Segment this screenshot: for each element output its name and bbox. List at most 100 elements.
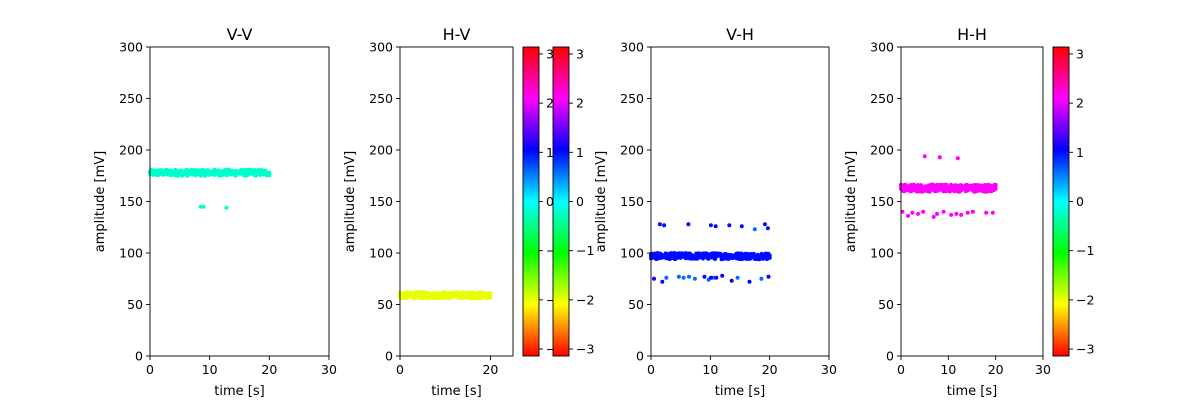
y-tick-label: 300	[620, 40, 644, 55]
x-tick-label: 20	[988, 362, 1004, 377]
subplot-title: V-H	[726, 25, 754, 44]
x-tick-label: 0	[396, 362, 404, 377]
data-point	[959, 212, 964, 217]
y-tick-label: 50	[127, 297, 143, 312]
colorbar-tick-label: −1	[1076, 243, 1094, 258]
data-point	[729, 278, 734, 283]
subplot-title: V-V	[227, 25, 253, 44]
y-axis-label: amplitude [mV]	[93, 151, 108, 253]
axes-frame	[900, 46, 1044, 357]
data-point	[686, 222, 691, 227]
data-point	[949, 212, 954, 217]
data-point	[201, 204, 206, 209]
data-point	[752, 227, 757, 232]
data-point	[916, 211, 920, 216]
data-point	[713, 224, 718, 229]
colorbar-2: 3 2 1 0 −1 −2 −3	[552, 46, 594, 357]
x-tick-label: 10	[940, 362, 956, 377]
x-tick-label: 10	[202, 362, 218, 377]
subplot-v-h: V-H 0 50 100 150 200 250 300 0 10 20 30 time [s] ampl…	[594, 25, 837, 399]
axes-frame	[650, 46, 830, 357]
colorbar-gradient	[553, 47, 569, 356]
colorbar-tick-label: 3	[576, 46, 584, 61]
data-point	[767, 253, 772, 258]
data-point	[762, 222, 767, 227]
data-point	[714, 275, 719, 280]
data-point	[652, 276, 656, 281]
data-point	[766, 274, 771, 279]
data-point	[739, 224, 744, 229]
y-tick-label: 100	[870, 246, 894, 261]
x-tick-label: 0	[647, 362, 655, 377]
y-tick-label: 50	[878, 297, 894, 312]
data-point	[922, 154, 927, 159]
x-tick-label: 0	[897, 362, 905, 377]
data-point	[708, 275, 713, 280]
y-tick-label: 250	[870, 91, 894, 106]
data-point	[759, 276, 764, 281]
subplot-title: H-H	[957, 25, 987, 44]
data-point	[765, 226, 770, 231]
colorbar-tick-label: 0	[1076, 194, 1084, 209]
axes-frame	[149, 46, 330, 357]
x-tick-label: 20	[762, 362, 778, 377]
y-tick-label: 250	[119, 91, 143, 106]
data-point	[488, 295, 493, 300]
y-tick-label: 50	[628, 297, 644, 312]
y-axis-label: amplitude [mV]	[594, 151, 609, 253]
x-tick-label: 20	[261, 362, 277, 377]
y-tick-label: 100	[119, 246, 143, 261]
data-point	[747, 279, 752, 284]
y-tick-label: 300	[119, 40, 143, 55]
y-tick-label: 0	[385, 349, 393, 364]
data-point	[681, 275, 686, 280]
data-point	[990, 210, 995, 215]
data-point	[983, 183, 987, 187]
y-tick-label: 200	[119, 143, 143, 158]
data-point	[941, 209, 946, 214]
x-axis-label: time [s]	[947, 384, 997, 399]
y-tick-label: 150	[870, 194, 894, 209]
x-tick-label: 30	[1035, 362, 1051, 377]
subplot-h-h: H-H 0 50 100 150 200 250 300 0 10 20 30 time [s] ampl…	[844, 25, 1051, 399]
data-point	[413, 295, 418, 300]
x-axis-label: time [s]	[214, 384, 264, 399]
colorbar-tick-label: 2	[546, 96, 554, 111]
y-tick-label: 200	[870, 143, 894, 158]
data-point	[984, 210, 989, 215]
colorbar-tick-label: 3	[1076, 46, 1084, 61]
y-tick-label: 300	[369, 40, 393, 55]
y-tick-label: 0	[135, 349, 143, 364]
data-point	[955, 156, 960, 161]
y-axis-label: amplitude [mV]	[343, 151, 358, 253]
data-point	[676, 274, 681, 279]
data-point	[267, 171, 272, 176]
x-tick-label: 30	[821, 362, 837, 377]
data-point	[993, 186, 998, 191]
colorbar-tick-label: −3	[576, 342, 594, 357]
y-tick-label: 150	[119, 194, 143, 209]
data-point	[727, 223, 732, 228]
data-point	[702, 274, 707, 279]
data-point	[662, 223, 667, 228]
data-point	[657, 222, 662, 227]
data-point	[660, 279, 665, 284]
y-tick-label: 100	[369, 246, 393, 261]
subplot-v-v: V-V 0 50 100 150 200 250 300 0 10 20 30 time [s] ampl…	[93, 25, 337, 399]
data-point	[954, 211, 959, 216]
data-point	[965, 210, 970, 215]
colorbar-tick-label: −2	[1076, 292, 1094, 307]
y-axis-label: amplitude [mV]	[844, 151, 859, 253]
x-tick-label: 20	[482, 362, 498, 377]
axes-frame	[399, 46, 514, 357]
y-tick-label: 100	[620, 246, 644, 261]
data-point	[906, 213, 911, 218]
data-point	[687, 274, 691, 279]
colorbar-tick-label: 3	[546, 46, 554, 61]
colorbar-tick-label: −2	[576, 292, 594, 307]
colorbar-tick-label: −1	[576, 243, 594, 258]
colorbar-gradient	[1053, 47, 1069, 356]
subplot-title: H-V	[443, 25, 471, 44]
y-tick-label: 0	[886, 349, 894, 364]
